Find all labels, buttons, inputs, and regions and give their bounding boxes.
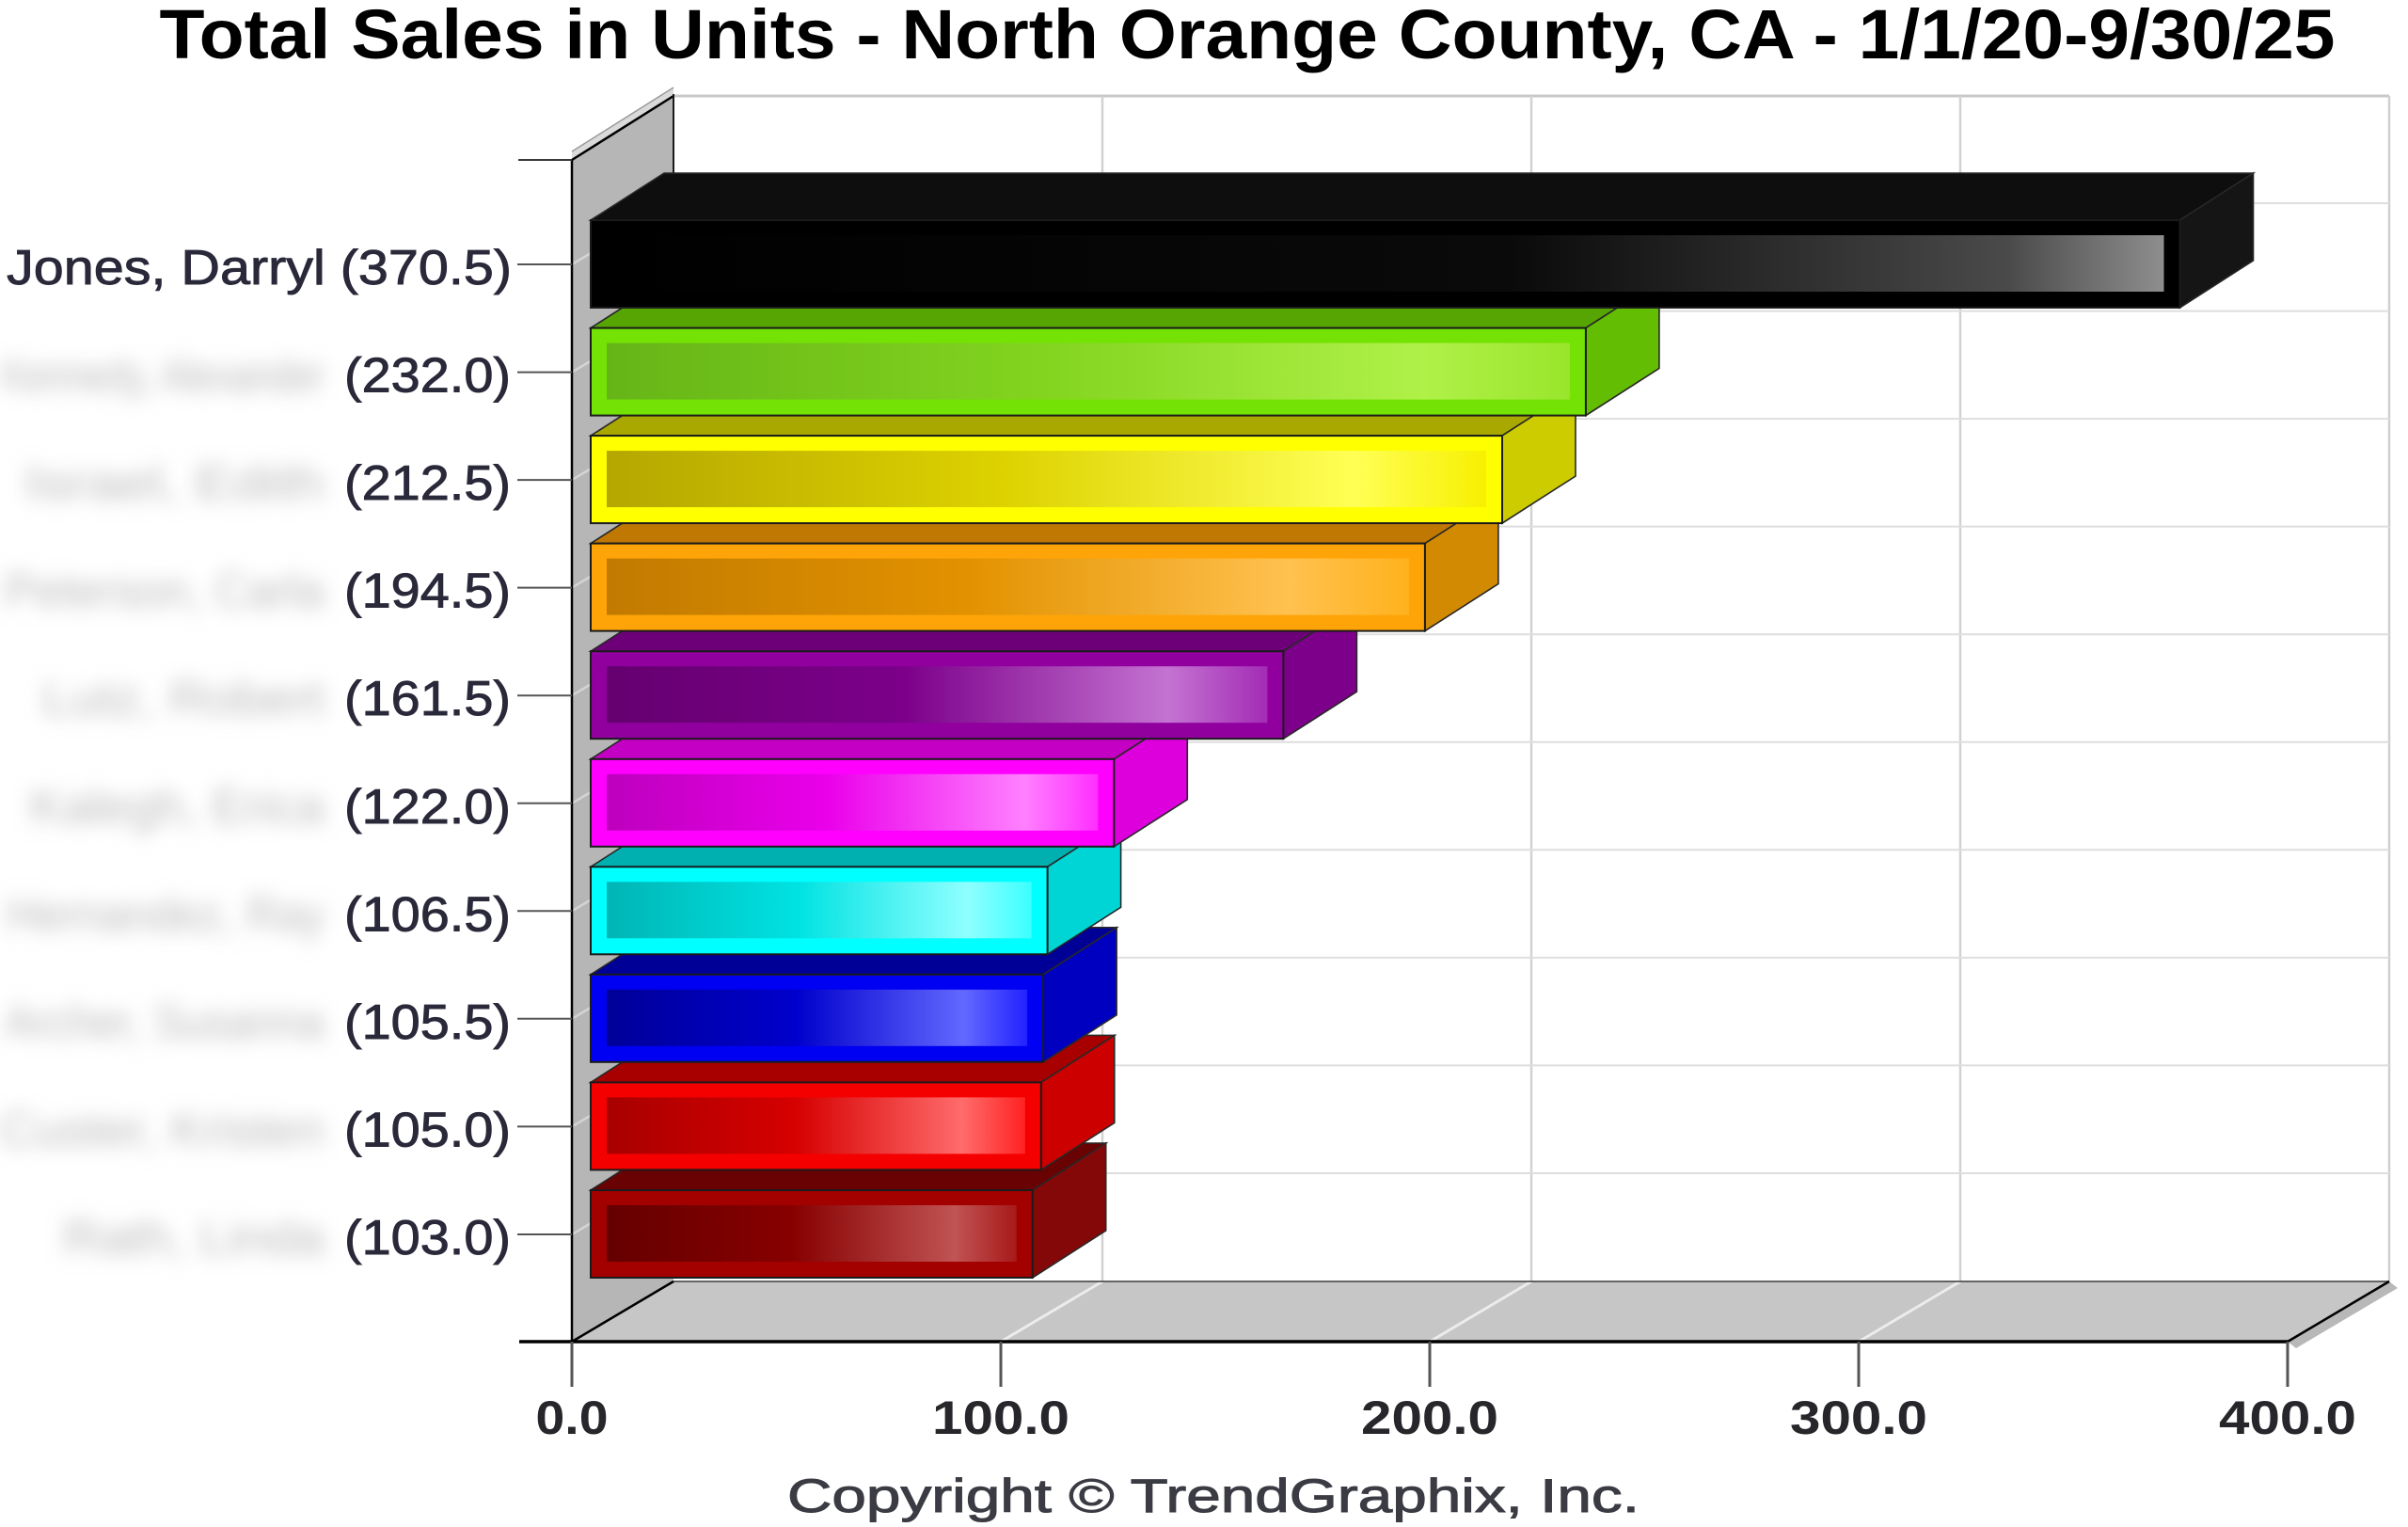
- svg-text:(105.5): (105.5): [344, 995, 511, 1050]
- svg-text:Lutz, Robert: Lutz, Robert: [42, 672, 325, 726]
- svg-text:(161.5): (161.5): [344, 672, 511, 726]
- svg-text:300.0: 300.0: [1790, 1392, 1927, 1444]
- svg-text:Kalegh, Erica: Kalegh, Erica: [30, 780, 325, 835]
- svg-text:100.0: 100.0: [932, 1392, 1069, 1444]
- svg-text:(212.5): (212.5): [344, 456, 511, 511]
- svg-text:(122.0): (122.0): [344, 780, 511, 835]
- svg-text:400.0: 400.0: [2219, 1392, 2356, 1444]
- svg-text:Hernandez, Ray: Hernandez, Ray: [7, 887, 325, 942]
- svg-text:Rath, Linda: Rath, Linda: [63, 1211, 325, 1265]
- svg-text:Peterson, Carla: Peterson, Carla: [5, 565, 325, 619]
- svg-text:Jones, Darryl (370.5): Jones, Darryl (370.5): [7, 241, 512, 295]
- svg-text:Copyright © TrendGraphix, Inc.: Copyright © TrendGraphix, Inc.: [787, 1470, 1640, 1522]
- svg-text:0.0: 0.0: [536, 1392, 609, 1444]
- svg-text:200.0: 200.0: [1361, 1392, 1498, 1444]
- svg-text:Custer, Kristen: Custer, Kristen: [0, 1103, 325, 1157]
- svg-text:Israel, Edith: Israel, Edith: [24, 456, 325, 511]
- svg-text:(105.0): (105.0): [344, 1103, 511, 1157]
- svg-text:(106.5): (106.5): [344, 887, 511, 942]
- svg-text:Kennedy, Alexander: Kennedy, Alexander: [2, 349, 325, 404]
- svg-text:(232.0): (232.0): [344, 349, 511, 404]
- svg-text:Total Sales in Units - North O: Total Sales in Units - North Orange Coun…: [160, 0, 2336, 73]
- svg-text:(194.5): (194.5): [344, 565, 511, 619]
- svg-text:(103.0): (103.0): [344, 1211, 511, 1265]
- svg-text:Archer, Susanna: Archer, Susanna: [5, 995, 325, 1050]
